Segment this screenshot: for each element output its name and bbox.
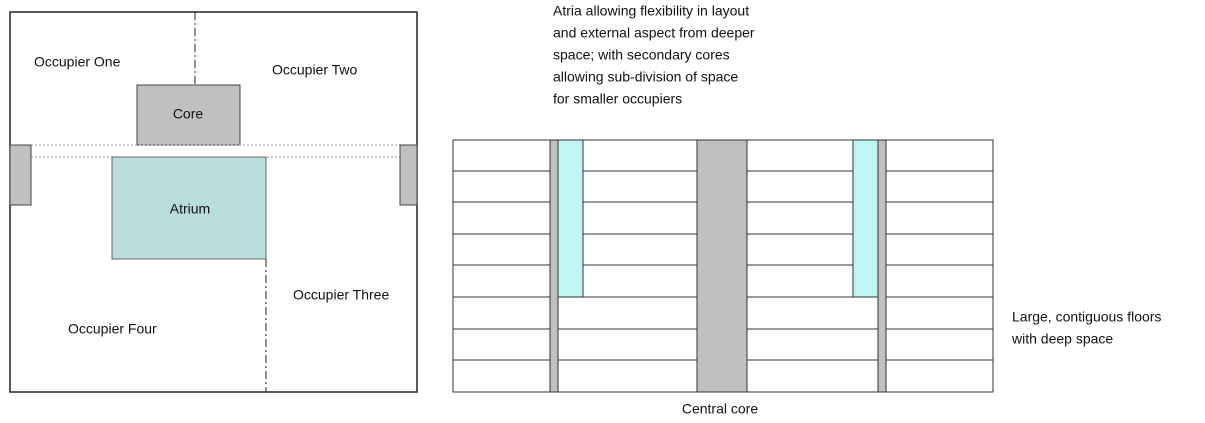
- side-note-line: with deep space: [1011, 331, 1113, 347]
- notes: Atria allowing flexibility in layout and …: [553, 3, 1161, 347]
- label: Atrium: [170, 201, 210, 217]
- label: Core: [173, 106, 204, 122]
- side-core: [399, 144, 418, 206]
- atrium-void: [557, 139, 584, 298]
- label: Occupier Three: [293, 287, 389, 303]
- secondary-core: [877, 139, 887, 393]
- annotation-line: Atria allowing flexibility in layout: [553, 3, 749, 19]
- annotation-line: for smaller occupiers: [553, 91, 682, 107]
- label: Occupier One: [34, 54, 121, 70]
- annotation-line: and external aspect from deeper: [553, 25, 755, 41]
- label: Central core: [682, 401, 758, 417]
- floor-plan: Occupier One Occupier Two Core Atrium Oc…: [9, 11, 418, 393]
- section-diagram: [452, 139, 994, 393]
- core-block: [136, 84, 241, 146]
- annotation-line: allowing sub-division of space: [553, 69, 738, 85]
- central-core: [696, 139, 748, 393]
- atrium-void: [852, 139, 879, 298]
- label: Occupier Two: [272, 62, 358, 78]
- atrium-block: [111, 156, 267, 260]
- annotation-line: space; with secondary cores: [553, 47, 730, 63]
- side-note-line: Large, contiguous floors: [1012, 309, 1161, 325]
- side-core: [9, 144, 32, 206]
- label: Occupier Four: [68, 321, 157, 337]
- secondary-core: [549, 139, 559, 393]
